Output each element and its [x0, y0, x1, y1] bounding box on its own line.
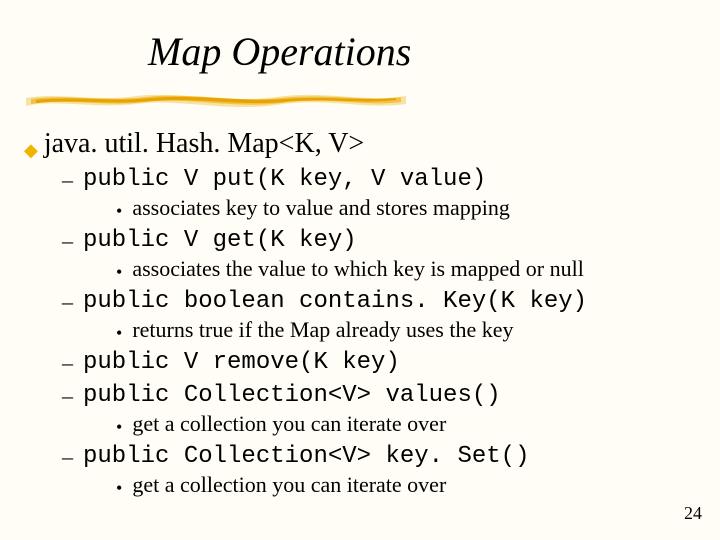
desc-text: get a collection you can iterate over [132, 472, 446, 498]
bullet-level1: ◆ java. util. Hash. Map<K, V> [24, 128, 690, 160]
method-code: public V remove(K key) [83, 349, 400, 376]
method-code: public Collection<V> key. Set() [83, 443, 529, 470]
dash-icon: – [62, 352, 73, 374]
dash-icon: – [62, 446, 73, 468]
dash-icon: – [62, 291, 73, 313]
title-underline [26, 88, 406, 110]
method-desc: • associates key to value and stores map… [116, 195, 690, 221]
diamond-icon: ◆ [24, 141, 38, 159]
method-item: – public V get(K key) [62, 227, 690, 254]
dash-icon: – [62, 169, 73, 191]
method-item: – public boolean contains. Key(K key) [62, 288, 690, 315]
method-item: – public Collection<V> key. Set() [62, 443, 690, 470]
desc-text: returns true if the Map already uses the… [132, 317, 513, 343]
dot-icon: • [116, 479, 122, 497]
method-desc: • associates the value to which key is m… [116, 256, 690, 282]
page-number: 24 [684, 503, 702, 524]
dot-icon: • [116, 202, 122, 220]
dot-icon: • [116, 263, 122, 281]
method-desc: • get a collection you can iterate over [116, 472, 690, 498]
method-item: – public V put(K key, V value) [62, 166, 690, 193]
desc-text: associates key to value and stores mappi… [132, 195, 510, 221]
dash-icon: – [62, 230, 73, 252]
method-code: public boolean contains. Key(K key) [83, 288, 587, 315]
content-area: ◆ java. util. Hash. Map<K, V> – public V… [24, 128, 690, 500]
dot-icon: • [116, 324, 122, 342]
level1-text: java. util. Hash. Map<K, V> [44, 128, 364, 160]
method-desc: • returns true if the Map already uses t… [116, 317, 690, 343]
desc-text: associates the value to which key is map… [132, 256, 584, 282]
method-item: – public Collection<V> values() [62, 382, 690, 409]
desc-text: get a collection you can iterate over [132, 411, 446, 437]
method-code: public V put(K key, V value) [83, 166, 486, 193]
method-code: public V get(K key) [83, 227, 357, 254]
method-code: public Collection<V> values() [83, 382, 501, 409]
dash-icon: – [62, 385, 73, 407]
method-desc: • get a collection you can iterate over [116, 411, 690, 437]
method-item: – public V remove(K key) [62, 349, 690, 376]
dot-icon: • [116, 418, 122, 436]
slide-title: Map Operations [148, 28, 411, 75]
